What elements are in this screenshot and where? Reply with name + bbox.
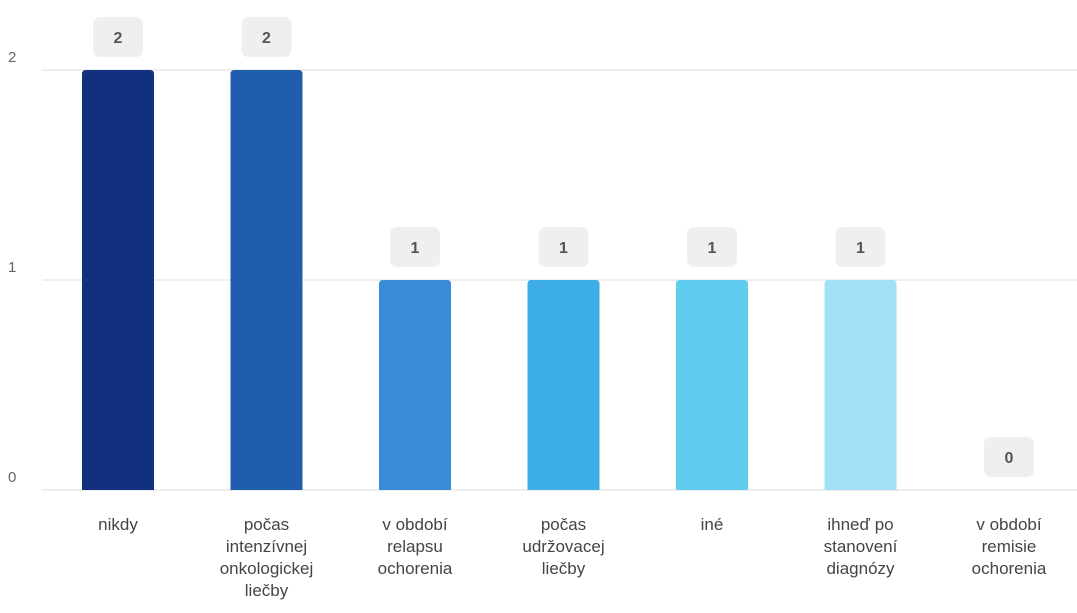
value-label-box xyxy=(390,227,440,267)
y-tick-label: 0 xyxy=(8,469,16,486)
category-label-line: onkologickej xyxy=(220,559,314,578)
category-label-line: stanovení xyxy=(824,537,898,556)
value-label-box xyxy=(538,227,589,267)
bar xyxy=(82,70,154,490)
category-label: počas udržovacej liečby xyxy=(522,515,604,578)
x-axis-labels: nikdy počas intenzívnej onkologickej liečby v… xyxy=(98,515,1047,600)
category-label-line: počas xyxy=(244,515,289,534)
value-label-box xyxy=(93,17,143,57)
y-tick-label: 2 xyxy=(8,49,16,66)
value-label: 2 xyxy=(114,30,123,47)
value-label: 1 xyxy=(411,240,420,257)
category-label-line: remisie xyxy=(982,537,1037,556)
category-label-line: intenzívnej xyxy=(226,537,307,556)
category-label-line: počas xyxy=(541,515,586,534)
value-label: 2 xyxy=(262,30,271,47)
category-label-line: udržovacej xyxy=(522,537,604,556)
category-label-line: ihneď po xyxy=(827,515,893,534)
category-label-line: diagnózy xyxy=(826,559,895,578)
category-label-line: relapsu xyxy=(387,537,443,556)
bar xyxy=(379,280,451,490)
category-label-line: liečby xyxy=(542,559,586,578)
bar xyxy=(527,280,600,490)
value-label: 1 xyxy=(856,240,865,257)
value-labels: 2 2 1 1 1 1 0 xyxy=(93,17,1034,477)
value-label-box xyxy=(984,437,1034,477)
category-label-line: ochorenia xyxy=(972,559,1047,578)
category-label-line: liečby xyxy=(245,581,289,600)
category-label: v období remisie ochorenia xyxy=(972,515,1047,578)
category-label-line: v období xyxy=(382,515,447,534)
value-label: 1 xyxy=(708,240,717,257)
value-label-box xyxy=(241,17,292,57)
category-label-line: ochorenia xyxy=(378,559,453,578)
category-label-line: nikdy xyxy=(98,515,138,534)
y-axis-ticks: 0 1 2 xyxy=(8,49,16,486)
bar xyxy=(230,70,303,490)
category-label: iné xyxy=(701,515,724,534)
bar xyxy=(824,280,897,490)
value-label-box xyxy=(835,227,886,267)
bars xyxy=(82,70,897,490)
category-label: ihneď po stanovení diagnózy xyxy=(824,515,898,578)
value-label-box xyxy=(687,227,737,267)
category-label: nikdy xyxy=(98,515,138,534)
category-label-line: v období xyxy=(976,515,1041,534)
category-label-line: iné xyxy=(701,515,724,534)
value-label: 0 xyxy=(1005,450,1014,467)
category-label: počas intenzívnej onkologickej liečby xyxy=(220,515,314,600)
value-label: 1 xyxy=(559,240,568,257)
bar xyxy=(676,280,748,490)
category-label: v období relapsu ochorenia xyxy=(378,515,453,578)
y-tick-label: 1 xyxy=(8,259,16,276)
